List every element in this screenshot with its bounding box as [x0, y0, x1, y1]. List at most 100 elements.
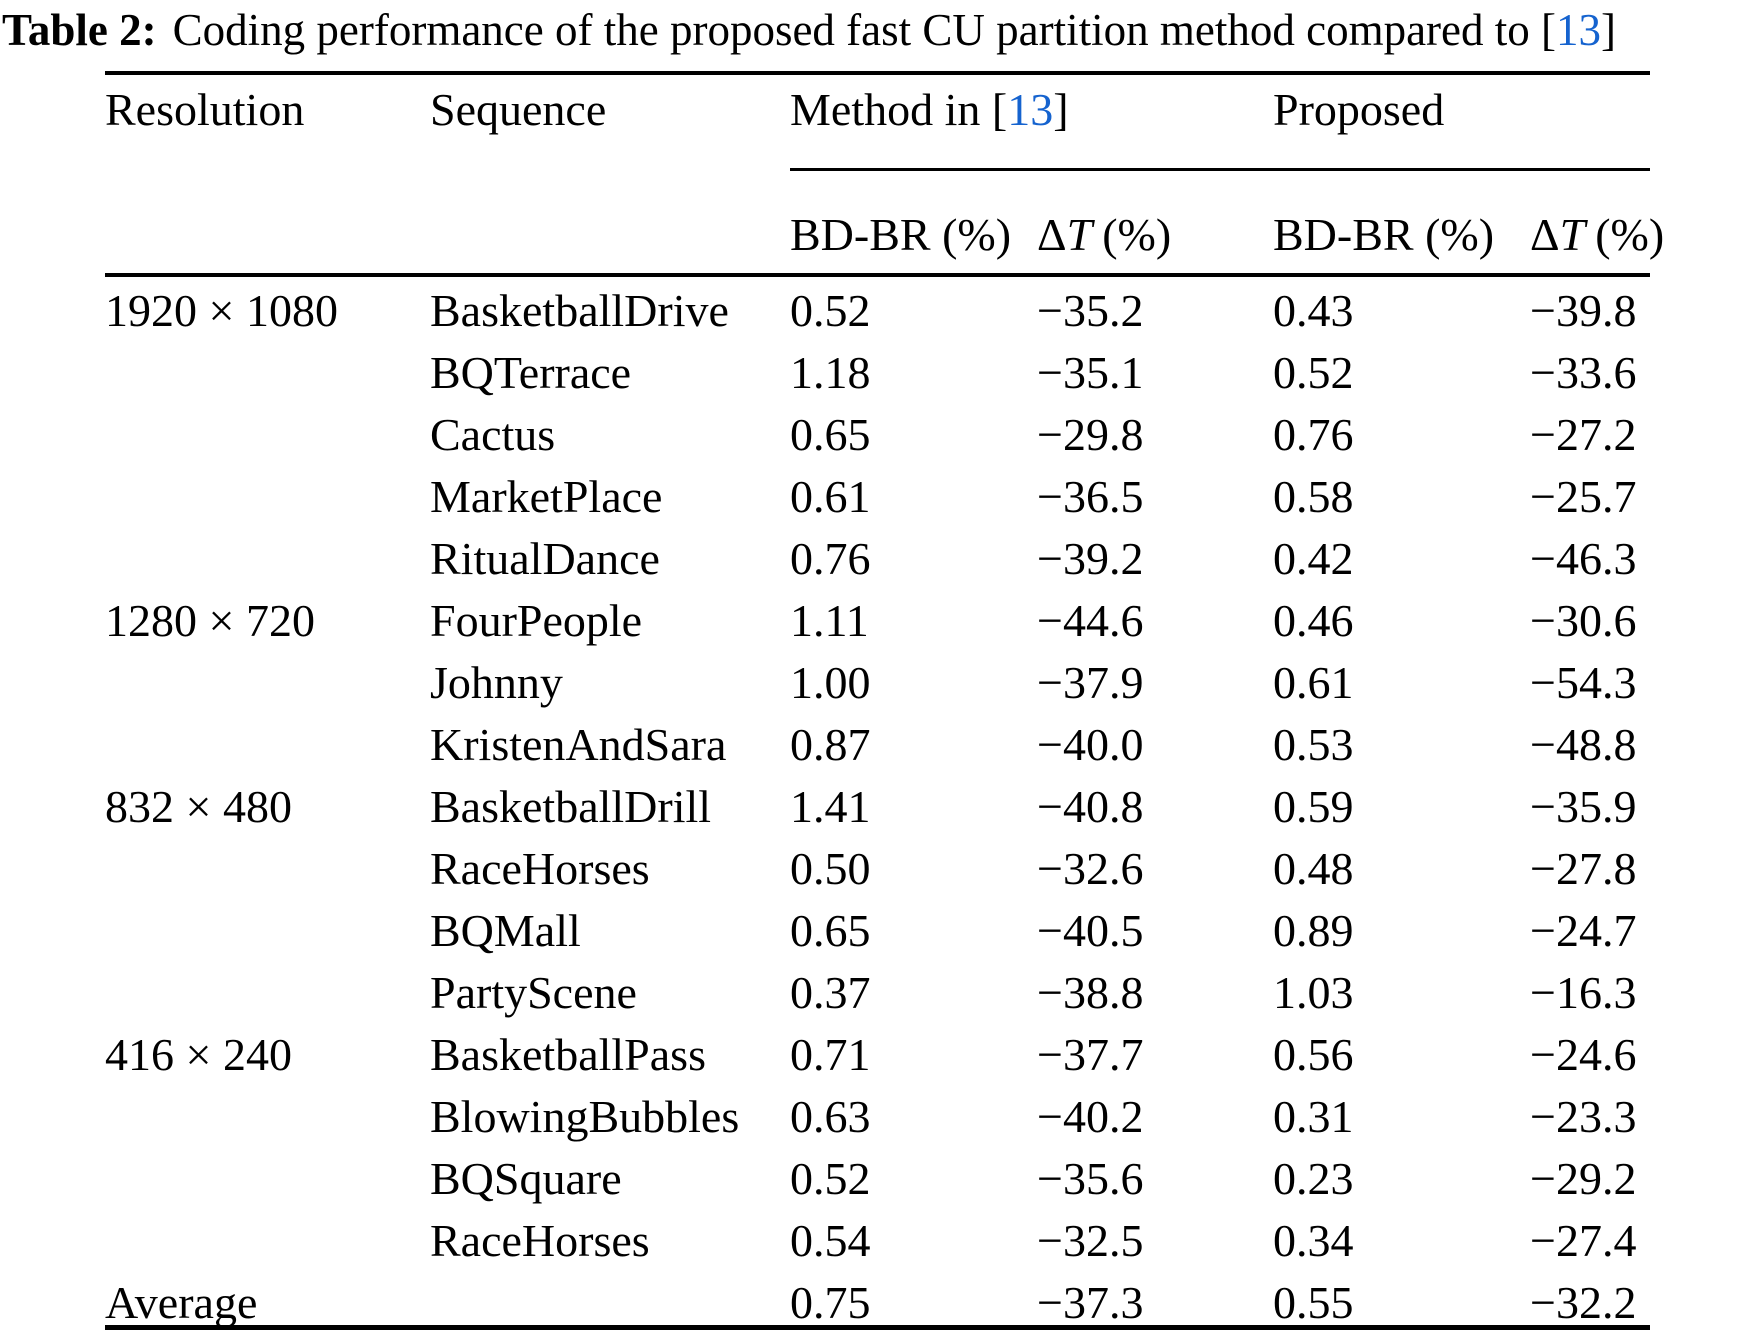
mid-rule	[105, 273, 1650, 277]
method13-bdbr-cell: 0.54	[790, 1215, 871, 1266]
method13-bdbr-cell: 0.63	[790, 1091, 871, 1142]
method13-bdbr-cell: 0.52	[790, 285, 871, 336]
method13-bdbr-cell: 0.61	[790, 471, 871, 522]
resolution-cell	[105, 838, 430, 900]
table-row: RitualDance 0.76 −39.2 0.42 −46.3	[105, 528, 1650, 590]
table-row: BQSquare 0.52 −35.6 0.23 −29.2	[105, 1148, 1650, 1210]
method13-bdbr-cell: 0.76	[790, 533, 871, 584]
method13-dt-cell: −37.9	[1037, 657, 1144, 708]
column-header-resolution: Resolution	[105, 84, 305, 135]
sequence-cell: RaceHorses	[430, 843, 650, 894]
subheader-method13-bdbr: BD-BR (%)	[790, 209, 1012, 260]
sequence-cell: Cactus	[430, 409, 556, 460]
proposed-dt-cell: −39.8	[1530, 285, 1637, 336]
table-row: BQTerrace 1.18 −35.1 0.52 −33.6	[105, 342, 1650, 404]
sequence-cell: BasketballPass	[430, 1029, 706, 1080]
table-row: 416 × 240 BasketballPass 0.71 −37.7 0.56 −24.…	[105, 1024, 1650, 1086]
sequence-cell: KristenAndSara	[430, 719, 727, 770]
method13-bdbr-cell: 0.65	[790, 905, 871, 956]
caption-bracket-close: ]	[1601, 5, 1617, 55]
proposed-bdbr-cell: 0.48	[1273, 843, 1354, 894]
proposed-bdbr-cell: 1.03	[1273, 967, 1354, 1018]
proposed-dt-cell: −30.6	[1530, 595, 1637, 646]
sequence-cell: BQMall	[430, 905, 581, 956]
proposed-bdbr-cell: 0.52	[1273, 347, 1354, 398]
t-variable: T	[1559, 209, 1586, 260]
table-caption: Table 2: Coding performance of the propos…	[2, 0, 1616, 60]
method13-bracket-close: ]	[1053, 84, 1069, 135]
resolution-cell	[105, 714, 430, 776]
subheader-method13-delta-t: ΔT (%)	[1037, 207, 1171, 263]
proposed-dt-cell: −54.3	[1530, 657, 1637, 708]
resolution-cell	[105, 404, 430, 466]
method13-bdbr-cell: 0.52	[790, 1153, 871, 1204]
caption-text: Coding performance of the proposed fast …	[172, 5, 1557, 55]
sequence-cell: BasketballDrive	[430, 285, 729, 336]
method13-dt-cell: −44.6	[1037, 595, 1144, 646]
method13-dt-cell: −32.5	[1037, 1215, 1144, 1266]
proposed-bdbr-cell: 0.59	[1273, 781, 1354, 832]
proposed-bdbr-cell: 0.53	[1273, 719, 1354, 770]
proposed-dt-cell: −35.9	[1530, 781, 1637, 832]
methods-group-rule	[790, 168, 1650, 171]
sequence-cell: PartyScene	[430, 967, 637, 1018]
method13-dt-cell: −35.6	[1037, 1153, 1144, 1204]
method13-dt-cell: −38.8	[1037, 967, 1144, 1018]
table-rows: 1920 × 1080 BasketballDrive 0.52 −35.2 0.43 −…	[105, 280, 1650, 1334]
table-row: Average 0.75 −37.3 0.55 −32.2	[105, 1272, 1650, 1334]
sequence-cell: BQSquare	[430, 1153, 622, 1204]
proposed-bdbr-cell: 0.89	[1273, 905, 1354, 956]
table-row: Cactus 0.65 −29.8 0.76 −27.2	[105, 404, 1650, 466]
method13-bdbr-cell: 0.65	[790, 409, 871, 460]
resolution-cell: Average	[105, 1277, 258, 1328]
method13-bdbr-cell: 1.00	[790, 657, 871, 708]
method13-dt-cell: −40.5	[1037, 905, 1144, 956]
proposed-dt-cell: −29.2	[1530, 1153, 1637, 1204]
sequence-cell: RitualDance	[430, 533, 660, 584]
method13-dt-cell: −37.7	[1037, 1029, 1144, 1080]
sequence-cell: Johnny	[430, 657, 563, 708]
table-row: 832 × 480 BasketballDrill 1.41 −40.8 0.59 −35…	[105, 776, 1650, 838]
proposed-bdbr-cell: 0.23	[1273, 1153, 1354, 1204]
resolution-cell	[105, 1210, 430, 1272]
method13-bdbr-cell: 1.11	[790, 595, 869, 646]
method13-dt-cell: −35.1	[1037, 347, 1144, 398]
proposed-dt-cell: −24.6	[1530, 1029, 1637, 1080]
method13-dt-cell: −32.6	[1037, 843, 1144, 894]
method13-bdbr-cell: 1.41	[790, 781, 871, 832]
resolution-cell: 1280 × 720	[105, 595, 315, 646]
sequence-cell: RaceHorses	[430, 1215, 650, 1266]
delta-symbol: Δ	[1530, 209, 1560, 260]
table-row: 1280 × 720 FourPeople 1.11 −44.6 0.46 −30.6	[105, 590, 1650, 652]
sequence-cell: BlowingBubbles	[430, 1091, 740, 1142]
column-header-method13: Method in [13]	[790, 82, 1069, 138]
top-rule	[105, 71, 1650, 75]
percent-unit: (%)	[1102, 209, 1172, 260]
proposed-dt-cell: −46.3	[1530, 533, 1637, 584]
sequence-cell: MarketPlace	[430, 471, 663, 522]
method13-bdbr-cell: 0.71	[790, 1029, 871, 1080]
caption-citation-link[interactable]: 13	[1556, 5, 1602, 55]
resolution-cell	[105, 342, 430, 404]
t-variable: T	[1066, 209, 1093, 260]
proposed-bdbr-cell: 0.34	[1273, 1215, 1354, 1266]
method13-bdbr-cell: 0.75	[790, 1277, 871, 1328]
proposed-bdbr-cell: 0.56	[1273, 1029, 1354, 1080]
table-row: Johnny 1.00 −37.9 0.61 −54.3	[105, 652, 1650, 714]
proposed-dt-cell: −48.8	[1530, 719, 1637, 770]
proposed-dt-cell: −16.3	[1530, 967, 1637, 1018]
method13-bdbr-cell: 1.18	[790, 347, 871, 398]
method13-dt-cell: −39.2	[1037, 533, 1144, 584]
resolution-cell	[105, 528, 430, 590]
proposed-bdbr-cell: 0.61	[1273, 657, 1354, 708]
table-row: PartyScene 0.37 −38.8 1.03 −16.3	[105, 962, 1650, 1024]
table-row: BlowingBubbles 0.63 −40.2 0.31 −23.3	[105, 1086, 1650, 1148]
sequence-cell	[430, 1272, 790, 1334]
resolution-cell: 832 × 480	[105, 781, 292, 832]
sequence-cell: FourPeople	[430, 595, 643, 646]
method13-citation-link[interactable]: 13	[1007, 84, 1054, 135]
proposed-dt-cell: −33.6	[1530, 347, 1637, 398]
proposed-dt-cell: −27.2	[1530, 409, 1637, 460]
method13-dt-cell: −40.2	[1037, 1091, 1144, 1142]
